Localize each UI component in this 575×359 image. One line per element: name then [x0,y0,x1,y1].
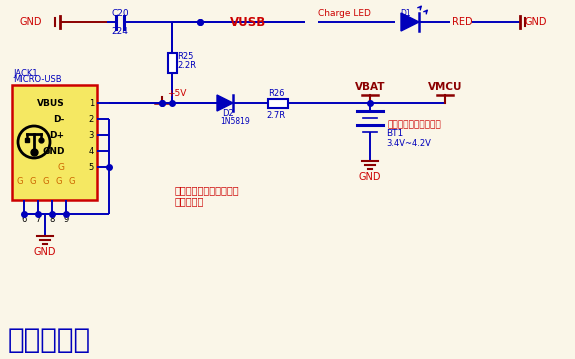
Text: 8: 8 [49,215,55,224]
Polygon shape [217,95,233,111]
Text: GND: GND [359,172,381,182]
Text: 电池电量主控内部检测: 电池电量主控内部检测 [388,121,442,130]
Bar [12,85,97,200]
Text: G: G [17,177,23,186]
Text: VBAT: VBAT [355,82,385,92]
Text: G: G [43,177,49,186]
Text: G: G [56,177,62,186]
Polygon shape [401,13,419,31]
Text: JACK1: JACK1 [13,69,37,78]
Text: GND: GND [525,17,547,27]
Text: GND: GND [42,146,65,155]
Text: 外部充电。: 外部充电。 [175,196,204,206]
Text: 2.7R: 2.7R [266,111,286,120]
Text: C20: C20 [111,9,129,18]
Text: D-: D- [53,115,65,123]
Text: R26: R26 [268,89,284,98]
Text: VBUS: VBUS [37,98,65,107]
Text: D2: D2 [222,109,234,118]
Text: GND: GND [20,17,42,27]
Text: G: G [30,177,36,186]
Text: 3.4V~4.2V: 3.4V~4.2V [386,140,431,149]
Text: MICRO-USB: MICRO-USB [13,75,62,84]
Text: 2: 2 [89,115,94,123]
Text: 5: 5 [89,163,94,172]
Text: 音箱方案建议客户都使用: 音箱方案建议客户都使用 [175,185,240,195]
Text: VMCU: VMCU [428,82,462,92]
Text: 1N5819: 1N5819 [220,117,250,126]
Text: GND: GND [34,247,56,257]
Text: +5V: +5V [167,89,186,98]
Text: 7: 7 [35,215,41,224]
Text: 1: 1 [89,98,94,107]
Text: 224: 224 [112,28,128,37]
Text: G: G [69,177,75,186]
Text: 软开关方案: 软开关方案 [8,326,91,354]
Text: VUSB: VUSB [230,15,266,28]
Text: 4: 4 [89,146,94,155]
Text: G: G [58,163,65,172]
Text: R25: R25 [177,52,193,61]
Text: BT1: BT1 [386,130,403,139]
Text: D1: D1 [400,9,411,18]
Text: 6: 6 [21,215,26,224]
Text: D+: D+ [49,131,65,140]
Bar [167,52,177,73]
Text: RED: RED [452,17,473,27]
Bar [268,98,288,107]
Text: 9: 9 [63,215,68,224]
Text: 3: 3 [89,131,94,140]
Text: 2.2R: 2.2R [177,61,196,70]
Text: Charge LED: Charge LED [318,9,371,18]
